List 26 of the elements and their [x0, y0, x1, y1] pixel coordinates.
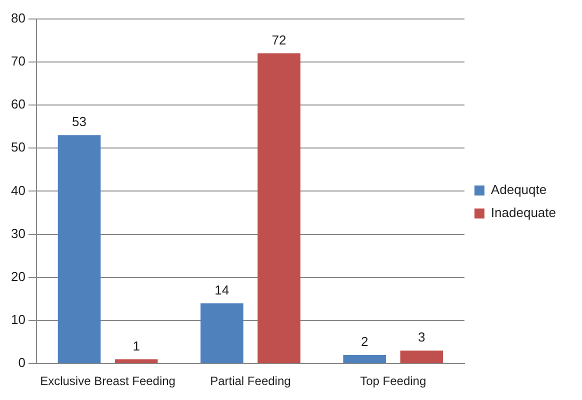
- data-label: 72: [272, 32, 286, 48]
- y-tick-label: 50: [10, 140, 26, 155]
- bar: [58, 135, 101, 364]
- x-tick-label: Top Feeding: [360, 374, 426, 388]
- data-label: 14: [214, 282, 230, 298]
- bar: [400, 350, 444, 364]
- legend-label: Adequqte: [490, 182, 547, 198]
- data-label: 53: [72, 114, 86, 130]
- data-label: 2: [360, 334, 368, 350]
- y-tick-label: 40: [10, 182, 26, 198]
- y-tick-label: 70: [10, 53, 26, 68]
- data-label: 1: [132, 338, 140, 354]
- bar: [343, 354, 386, 364]
- y-tick-label: 10: [10, 312, 26, 328]
- y-tick-label: 0: [18, 355, 26, 370]
- x-tick-label: Exclusive Breast Feeding: [40, 374, 176, 388]
- bar: [200, 303, 244, 364]
- legend-label: Inadequate: [490, 205, 556, 220]
- data-label: 3: [418, 330, 426, 345]
- y-tick-label: 20: [10, 268, 26, 284]
- bar: [258, 53, 300, 364]
- y-tick-label: 80: [10, 10, 26, 26]
- y-tick-label: 60: [10, 96, 26, 112]
- x-tick-label: Partial Feeding: [210, 374, 291, 388]
- y-tick-label: 30: [10, 226, 26, 241]
- bar: [114, 359, 158, 364]
